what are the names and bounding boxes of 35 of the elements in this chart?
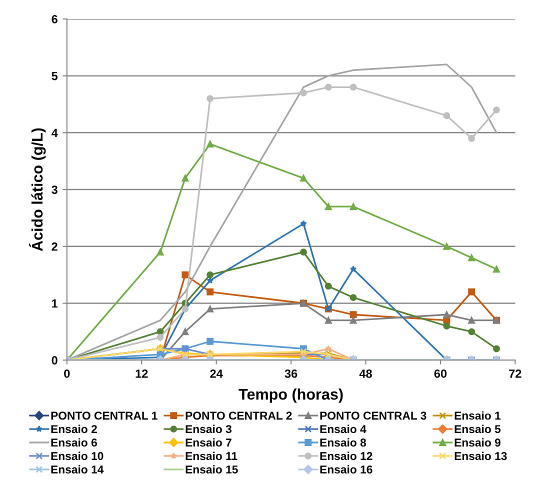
x-tick-label: 0 xyxy=(64,369,70,378)
legend-label: Ensaio 5 xyxy=(454,424,501,434)
legend-label: Ensaio 7 xyxy=(186,438,232,447)
legend-label: Ensaio 13 xyxy=(454,452,507,460)
x-tick-label: 24 xyxy=(210,369,223,378)
x-tick-label: 12 xyxy=(136,369,148,378)
x-tick-label: 60 xyxy=(434,369,447,378)
legend-label: Ensaio 9 xyxy=(454,438,500,447)
legend-label: PONTO CENTRAL 2 xyxy=(186,412,292,420)
y-axis-title: Ácido lático (g/L) xyxy=(28,128,46,252)
y-tick-label: 6 xyxy=(52,14,58,24)
legend-label: Ensaio 4 xyxy=(320,424,366,434)
y-tick-label: 5 xyxy=(52,72,58,80)
legend-label: Ensaio 12 xyxy=(320,452,372,460)
legend-label: Ensaio 6 xyxy=(51,438,97,447)
x-tick-label: 48 xyxy=(359,369,372,378)
y-tick-label: 1 xyxy=(52,299,58,308)
x-axis-title: Tempo (horas) xyxy=(238,388,343,403)
legend-label: Ensaio 3 xyxy=(186,424,232,434)
legend-label: Ensaio 10 xyxy=(51,452,104,460)
y-tick-label: 0 xyxy=(52,356,58,365)
legend-label: Ensaio 2 xyxy=(51,424,97,434)
y-tick-label: 4 xyxy=(52,128,58,137)
legend-label: Ensaio 11 xyxy=(186,452,238,460)
legend-label: Ensaio 15 xyxy=(186,465,238,474)
legend-label: PONTO CENTRAL 3 xyxy=(320,412,426,420)
y-tick-label: 2 xyxy=(52,242,58,251)
legend-label: PONTO CENTRAL 1 xyxy=(51,412,158,420)
legend-label: Ensaio 16 xyxy=(320,465,372,474)
x-tick-label: 72 xyxy=(509,369,522,378)
legend-label: Ensaio 1 xyxy=(454,411,501,420)
x-tick-label: 36 xyxy=(284,369,298,378)
y-tick-label: 3 xyxy=(52,186,58,194)
legend-label: Ensaio 8 xyxy=(320,438,366,447)
legend-label: Ensaio 14 xyxy=(51,465,104,474)
